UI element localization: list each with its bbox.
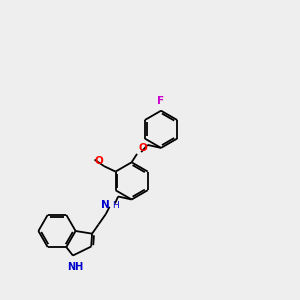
Text: F: F (158, 96, 165, 106)
Text: O: O (139, 143, 148, 153)
Text: H: H (112, 201, 119, 210)
Text: NH: NH (67, 262, 83, 272)
Text: O: O (94, 156, 103, 166)
Text: N: N (101, 200, 110, 210)
